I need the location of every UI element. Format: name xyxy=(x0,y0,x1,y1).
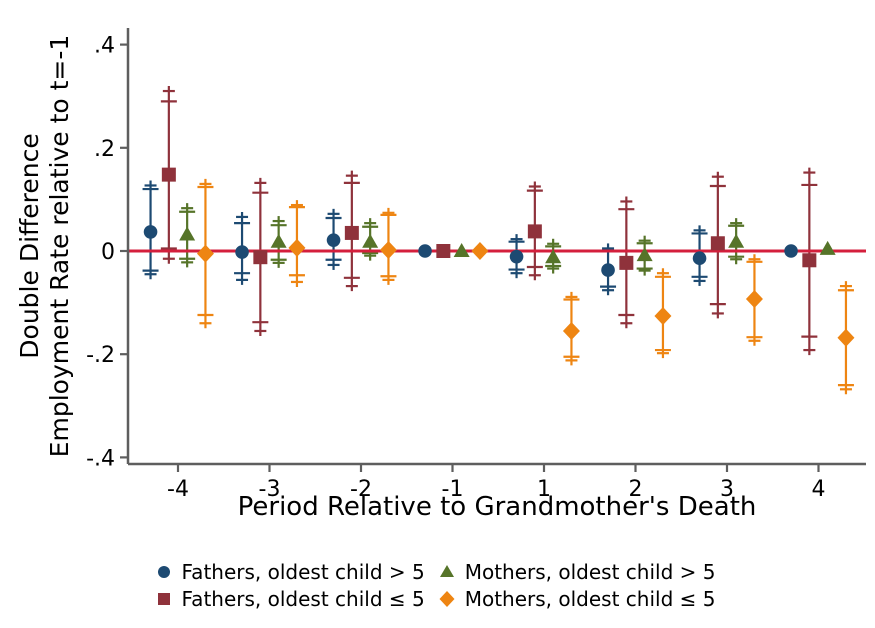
marker-fathers-le-5-period-2 xyxy=(619,255,634,270)
legend-item-fathers-le-5: Fathers, oldest child ≤ 5 xyxy=(154,587,431,611)
marker-mothers-gt-5-period-2 xyxy=(636,247,653,262)
marker-mothers-le-5-period-4 xyxy=(837,328,855,347)
diamond-glyph xyxy=(439,591,455,607)
marker-fathers-le-5-period--3 xyxy=(253,250,268,265)
marker-mothers-gt-5-period-1 xyxy=(545,249,562,264)
marker-fathers-gt-5-period-3 xyxy=(692,251,707,266)
circle-glyph xyxy=(157,566,170,578)
legend-grid: Fathers, oldest child > 5 Mothers, oldest… xyxy=(154,560,722,611)
legend-label-mothers-le-5: Mothers, oldest child ≤ 5 xyxy=(464,587,716,611)
marker-mothers-le-5-period--1 xyxy=(471,242,489,260)
square-glyph xyxy=(157,593,170,605)
marker-fathers-gt-5-period-1 xyxy=(509,249,524,264)
y-axis-title-line1: Double Difference xyxy=(15,133,44,359)
marker-fathers-gt-5-period--1 xyxy=(418,244,432,258)
x-tick-label--1: -1 xyxy=(442,477,464,502)
marker-fathers-gt-5-period-2 xyxy=(601,263,615,277)
x-axis-title: Period Relative to Grandmother's Death xyxy=(237,492,757,522)
marker-fathers-gt-5-period-4 xyxy=(784,244,798,258)
marker-fathers-le-5-period-4 xyxy=(802,253,817,268)
marker-fathers-le-5-period--1 xyxy=(436,244,451,258)
marker-fathers-le-5-period-3 xyxy=(710,236,725,251)
marker-fathers-gt-5-period--2 xyxy=(326,233,341,247)
x-tick-label--4: -4 xyxy=(167,477,189,502)
y-tick-label-.4: .4 xyxy=(94,34,115,59)
x-tick-label--3: -3 xyxy=(259,477,281,502)
y-axis-title-line2: Employment Rate relative to t=-1 xyxy=(45,34,74,458)
legend-label-fathers-le-5: Fathers, oldest child ≤ 5 xyxy=(181,587,425,611)
x-tick-label--2: -2 xyxy=(350,477,372,502)
marker-mothers-gt-5-period--4 xyxy=(179,226,196,241)
marker-mothers-le-5-period--4 xyxy=(196,244,214,263)
y-tick-label-.2: .2 xyxy=(94,137,115,162)
marker-mothers-le-5-period--2 xyxy=(379,240,397,259)
y-axis-title: Double Difference Employment Rate relati… xyxy=(15,35,75,458)
triangle-glyph xyxy=(439,565,454,577)
x-tick-label-4: 4 xyxy=(812,477,826,502)
marker-mothers-gt-5-period--3 xyxy=(270,233,287,248)
x-tick-label-2: 2 xyxy=(629,477,643,502)
marker-fathers-gt-5-period--3 xyxy=(235,245,249,259)
marker-mothers-gt-5-period--2 xyxy=(362,233,379,248)
marker-mothers-le-5-period-2 xyxy=(654,307,672,326)
marker-mothers-le-5-period--3 xyxy=(288,238,306,257)
legend-item-mothers-gt-5: Mothers, oldest child > 5 xyxy=(437,560,722,584)
marker-mothers-le-5-period-1 xyxy=(562,321,580,340)
legend-item-fathers-gt-5: Fathers, oldest child > 5 xyxy=(154,560,431,584)
x-tick-label-3: 3 xyxy=(720,477,734,502)
marker-mothers-le-5-period-3 xyxy=(745,289,763,308)
marker-mothers-gt-5-period--1 xyxy=(453,243,470,257)
circle-legend-icon xyxy=(157,566,170,578)
y-tick-label-0: 0 xyxy=(101,240,115,265)
legend: Fathers, oldest child > 5 Mothers, oldest… xyxy=(0,560,875,611)
marker-fathers-le-5-period--2 xyxy=(344,225,359,240)
y-tick-label--.2: -.2 xyxy=(86,343,115,368)
legend-item-mothers-le-5: Mothers, oldest child ≤ 5 xyxy=(437,587,722,611)
triangle-legend-icon xyxy=(439,565,454,577)
y-tick-label--.4: -.4 xyxy=(86,446,115,471)
diamond-legend-icon xyxy=(439,591,455,607)
legend-label-mothers-gt-5: Mothers, oldest child > 5 xyxy=(464,560,716,584)
marker-fathers-le-5-period--4 xyxy=(161,167,176,182)
legend-label-fathers-gt-5: Fathers, oldest child > 5 xyxy=(181,560,425,584)
square-legend-icon xyxy=(157,593,170,605)
marker-mothers-gt-5-period-4 xyxy=(819,240,836,255)
marker-mothers-gt-5-period-3 xyxy=(728,233,745,248)
marker-fathers-gt-5-period--4 xyxy=(143,225,158,239)
x-tick-label-1: 1 xyxy=(537,477,551,502)
marker-fathers-le-5-period-1 xyxy=(527,224,542,239)
